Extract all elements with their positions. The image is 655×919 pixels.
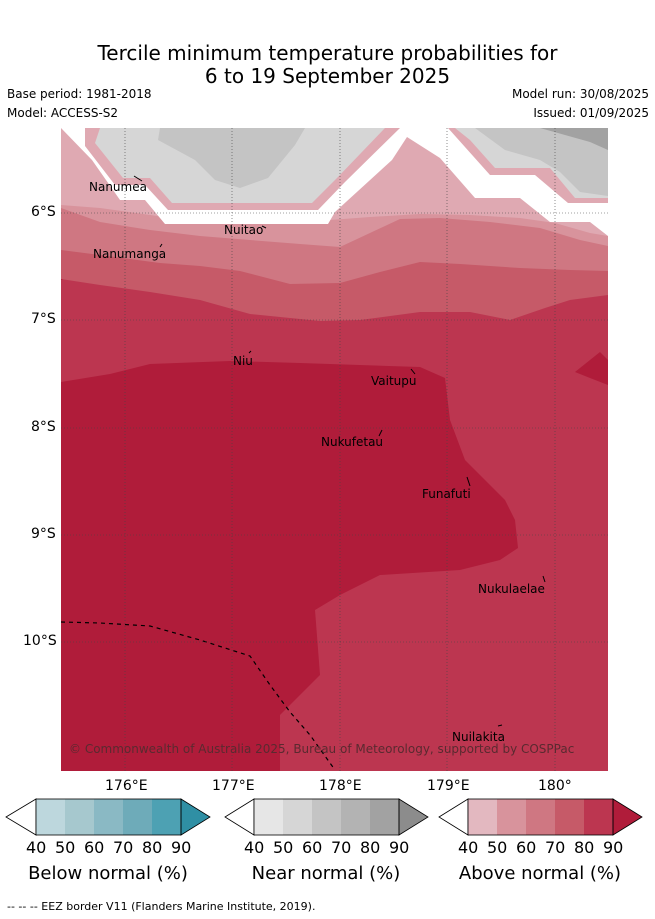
colorbar-near-tick: 40: [244, 838, 265, 857]
colorbar-above-title: Above normal (%): [458, 863, 622, 884]
colorbar-above-tick: 50: [487, 838, 508, 857]
lat-label-10s: 10°S: [23, 633, 57, 649]
colorbar-near-tick: 70: [331, 838, 352, 857]
map-title-line-2: 6 to 19 September 2025: [204, 64, 451, 88]
colorbar-below-tick: 50: [55, 838, 76, 857]
place-label: Nukufetau: [321, 435, 384, 449]
place-label: Nuitao: [224, 223, 264, 237]
place-label: Vaitupu: [371, 374, 417, 388]
colorbar-above: [438, 798, 643, 836]
colorbar-above-tick: 80: [574, 838, 595, 857]
place-label: Nanumea: [89, 180, 147, 194]
colorbar-below: [5, 798, 211, 836]
place-label: Nanumanga: [93, 247, 167, 261]
colorbar-above-tick: 40: [458, 838, 479, 857]
zone-near-50: [158, 128, 305, 188]
eez-border-line: [61, 621, 336, 771]
lon-label-180: 180°: [538, 778, 572, 794]
colorbar-below-tick: 40: [26, 838, 47, 857]
base-period-label: Base period: 1981-2018: [7, 87, 152, 101]
lat-label-6s: 6°S: [31, 204, 56, 220]
copyright-notice: © Commonwealth of Australia 2025, Bureau…: [69, 742, 575, 756]
colorbar-above-tick: 60: [516, 838, 537, 857]
model-label: Model: ACCESS-S2: [7, 106, 119, 120]
place-label: Funafuti: [422, 487, 471, 501]
colorbar-near-tick: 50: [273, 838, 294, 857]
colorbar-near-title: Near normal (%): [251, 863, 401, 884]
model-run-label: Model run: 30/08/2025: [511, 87, 649, 101]
colorbar-below-tick: 60: [84, 838, 105, 857]
place-label: Nuilakita: [452, 730, 505, 744]
place-label: Niu: [233, 354, 253, 368]
eez-border-footnote: -- -- -- EEZ border V11 (Flanders Marine…: [7, 900, 316, 913]
colorbar-below-tick: 90: [171, 838, 192, 857]
lat-label-7s: 7°S: [31, 311, 56, 327]
issued-label: Issued: 01/09/2025: [533, 106, 649, 120]
graticule: [61, 128, 608, 771]
lon-label-178: 178°E: [319, 778, 362, 794]
colorbar-above-tick: 90: [603, 838, 624, 857]
colorbar-below-title: Below normal (%): [28, 863, 188, 884]
island-marks: [133, 175, 546, 727]
colorbar-near-tick: 80: [360, 838, 381, 857]
zone-near-50-east: [475, 128, 608, 196]
zone-no-signal: [61, 128, 608, 236]
place-label: Nukulaelae: [478, 582, 545, 596]
zone-near-60: [540, 128, 608, 150]
colorbar-below-tick: 70: [113, 838, 134, 857]
map-title-line-1: Tercile minimum temperature probabilitie…: [97, 41, 558, 65]
lat-label-9s: 9°S: [31, 526, 56, 542]
colorbar-below-tick: 80: [142, 838, 163, 857]
colorbar-near-tick: 60: [302, 838, 323, 857]
colorbars: [5, 798, 643, 836]
lon-label-179: 179°E: [427, 778, 470, 794]
lat-label-8s: 8°S: [31, 419, 56, 435]
lon-label-176: 176°E: [105, 778, 148, 794]
colorbar-near: [224, 798, 429, 836]
lon-label-177: 177°E: [212, 778, 255, 794]
colorbar-near-tick: 90: [389, 838, 410, 857]
colorbar-above-tick: 70: [545, 838, 566, 857]
